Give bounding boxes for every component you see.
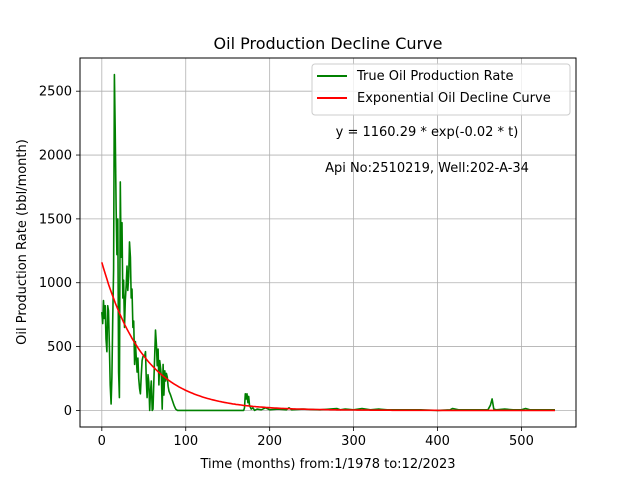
legend-label-true-oil: True Oil Production Rate [356,69,513,84]
y-tick-label: 500 [47,340,72,355]
x-tick-label: 500 [509,434,534,449]
equation-annotation: y = 1160.29 * exp(-0.02 * t) [336,125,519,140]
x-tick-label: 0 [98,434,106,449]
plot-frame [79,57,577,428]
x-tick-label: 300 [341,434,366,449]
x-tick-label: 100 [173,434,198,449]
x-tick-label: 400 [425,434,450,449]
well-annotation: Api No:2510219, Well:202-A-34 [325,161,529,176]
y-axis-label: Oil Production Rate (bbl/month) [15,139,30,345]
x-axis-label: Time (months) from:1/1978 to:12/2023 [199,457,455,472]
y-tick-label: 0 [64,404,72,419]
y-tick-label: 1000 [39,276,72,291]
grid [80,58,576,427]
legend-box [311,63,571,116]
y-tick-label: 1500 [39,212,72,227]
x-tick-label: 200 [257,434,282,449]
legend: True Oil Production Rate Exponential Oil… [311,63,571,116]
legend-label-exponential: Exponential Oil Decline Curve [357,91,551,106]
true-oil-production-line [101,73,555,412]
ticks: 0 100 200 300 400 500 0 500 1000 1500 2000 2500 [39,85,534,449]
y-tick-label: 2000 [39,149,72,164]
y-tick-label: 2500 [39,85,72,100]
chart-title: Oil Production Decline Curve [214,34,443,53]
exponential-decline-curve [101,262,555,412]
series-layer [101,73,555,412]
